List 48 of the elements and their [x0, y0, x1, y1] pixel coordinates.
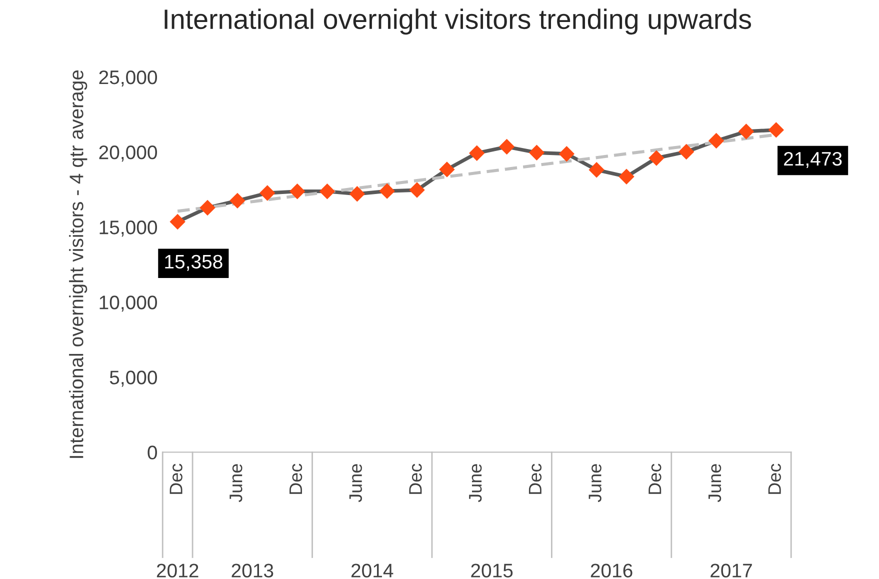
x-tick-label: June	[349, 464, 362, 502]
point	[350, 186, 365, 202]
point	[738, 124, 754, 140]
x-tick-label: June	[230, 464, 242, 502]
data-label: 21,473	[784, 152, 842, 168]
y-tick-label: 0	[148, 446, 157, 460]
text: 2016	[590, 564, 632, 578]
text: 2017	[710, 564, 752, 578]
y-tick-label: 20,000	[99, 146, 157, 162]
point	[648, 150, 664, 166]
text: 2015	[471, 564, 513, 578]
point	[200, 200, 216, 216]
y-tick-label: 10,000	[100, 296, 157, 312]
y-tick-label: 15,000	[100, 220, 157, 237]
x-tick-label: Dec	[290, 464, 302, 494]
text: 2012	[156, 564, 198, 578]
point	[618, 169, 634, 184]
x-tick-label: June	[708, 464, 722, 502]
x-tick-label: Dec	[409, 464, 422, 494]
y-tick-label: 5,000	[110, 370, 157, 387]
x-tick-label: Dec	[768, 464, 781, 494]
point	[320, 184, 335, 199]
point	[768, 122, 784, 138]
point	[708, 133, 724, 148]
point	[290, 184, 305, 199]
point	[409, 182, 425, 198]
point	[529, 145, 544, 160]
point	[678, 144, 694, 160]
text: 2014	[351, 564, 394, 578]
x-tick-label: Dec	[648, 464, 662, 494]
point	[559, 146, 574, 162]
chart-title: International overnight visitors trending upwards	[164, 8, 752, 35]
point	[170, 214, 186, 230]
x-tick-label: Dec	[170, 464, 182, 494]
point	[589, 162, 604, 178]
point	[499, 139, 514, 154]
point	[380, 183, 395, 199]
point	[230, 193, 246, 208]
point	[439, 162, 454, 178]
y-tick-label: 25,000	[99, 70, 157, 87]
point	[260, 185, 275, 201]
y-axis-title: International overnight visitors - 4 qtr average	[69, 70, 88, 458]
x-tick-label: June	[469, 464, 482, 502]
data-label: 15,358	[165, 254, 222, 271]
x-tick-label: June	[588, 464, 602, 502]
point	[469, 146, 484, 161]
x-tick-label: Dec	[528, 464, 542, 494]
text: 2013	[232, 564, 274, 578]
